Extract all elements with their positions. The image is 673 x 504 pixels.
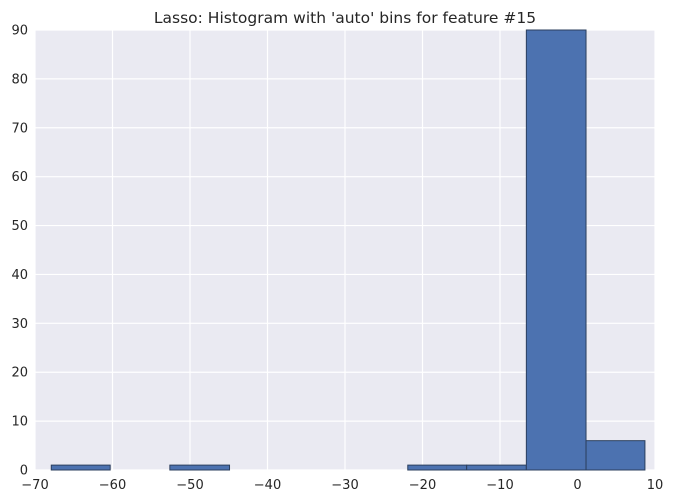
x-tick-label: −60	[99, 478, 126, 493]
histogram-bar	[407, 464, 468, 471]
histogram-bar	[525, 29, 587, 471]
x-tick-label: −70	[21, 478, 48, 493]
y-tick-label: 50	[11, 219, 28, 234]
y-tick-label: 60	[11, 170, 28, 185]
tick-labels: −70 −60 −50 −40 −30 −20 −10 0 10 0 10 20 30 40 50 60 70 8…	[11, 24, 663, 494]
x-tick-label: −50	[176, 478, 203, 493]
histogram-bar	[585, 440, 646, 471]
x-tick-label: −20	[409, 478, 436, 493]
y-tick-label: 10	[11, 415, 28, 430]
y-tick-label: 90	[11, 24, 28, 39]
y-tick-label: 40	[11, 268, 28, 283]
y-tick-label: 0	[20, 464, 28, 479]
histogram-bar	[466, 464, 527, 471]
y-tick-label: 20	[11, 366, 28, 381]
x-tick-label: −40	[254, 478, 281, 493]
chart-title: Lasso: Histogram with 'auto' bins for fe…	[154, 9, 536, 27]
x-tick-label: −10	[486, 478, 513, 493]
y-tick-label: 30	[11, 317, 28, 332]
histogram-bar	[50, 464, 111, 471]
histogram-bars	[50, 29, 646, 471]
histogram-bar	[169, 464, 231, 471]
x-tick-label: −30	[331, 478, 358, 493]
x-tick-label: 0	[573, 478, 581, 493]
x-tick-label: 10	[647, 478, 664, 493]
y-tick-label: 70	[11, 121, 28, 136]
y-tick-label: 80	[11, 72, 28, 87]
